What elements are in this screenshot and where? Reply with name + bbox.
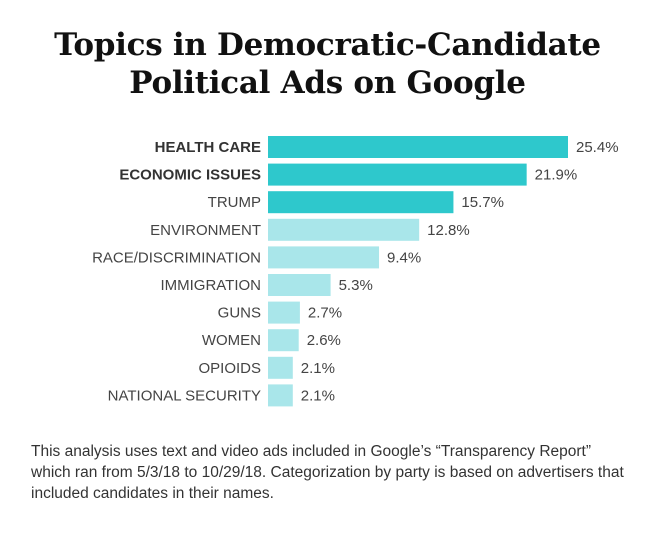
value-label-women: 2.6% xyxy=(307,332,341,349)
category-label-guns: GUNS xyxy=(218,305,261,322)
category-label-race-discrimination: RACE/DISCRIMINATION xyxy=(92,249,261,266)
value-label-guns: 2.7% xyxy=(308,305,342,322)
bar-guns xyxy=(268,301,300,324)
chart-title-line-1: Topics in Democratic-Candidate xyxy=(54,27,601,63)
footnote: This analysis uses text and video ads in… xyxy=(31,443,624,502)
value-label-health-care: 25.4% xyxy=(576,139,619,156)
value-label-immigration: 5.3% xyxy=(339,277,373,294)
category-label-environment: ENVIRONMENT xyxy=(150,222,261,239)
value-label-opioids: 2.1% xyxy=(301,360,335,377)
value-label-race-discrimination: 9.4% xyxy=(387,249,421,266)
bar-chart: HEALTH CARE 25.4% ECONOMIC ISSUES 21.9% TRUM… xyxy=(92,136,619,407)
value-label-trump: 15.7% xyxy=(461,194,504,211)
bar-race-discrimination xyxy=(268,246,380,269)
bar-health-care xyxy=(268,136,568,158)
category-label-health-care: HEALTH CARE xyxy=(155,139,261,156)
category-label-trump: TRUMP xyxy=(208,194,261,211)
bar-women xyxy=(268,329,299,352)
bar-economic-issues xyxy=(268,163,527,186)
bar-opioids xyxy=(268,356,293,379)
bar-national-security xyxy=(268,384,293,407)
chart-title: Topics in Democratic-Candidate Political… xyxy=(0,26,655,102)
category-label-immigration: IMMIGRATION xyxy=(160,277,261,294)
bar-trump xyxy=(268,191,454,214)
value-label-national-security: 2.1% xyxy=(301,387,335,404)
value-label-environment: 12.8% xyxy=(427,222,470,239)
bar-immigration xyxy=(268,274,331,296)
value-label-economic-issues: 21.9% xyxy=(535,167,578,184)
bar-environment xyxy=(268,218,420,241)
category-label-opioids: OPIOIDS xyxy=(198,360,261,377)
category-label-economic-issues: ECONOMIC ISSUES xyxy=(119,167,261,184)
category-label-women: WOMEN xyxy=(202,332,261,349)
chart-title-line-2: Political Ads on Google xyxy=(129,65,526,101)
category-label-national-security: NATIONAL SECURITY xyxy=(108,387,261,404)
